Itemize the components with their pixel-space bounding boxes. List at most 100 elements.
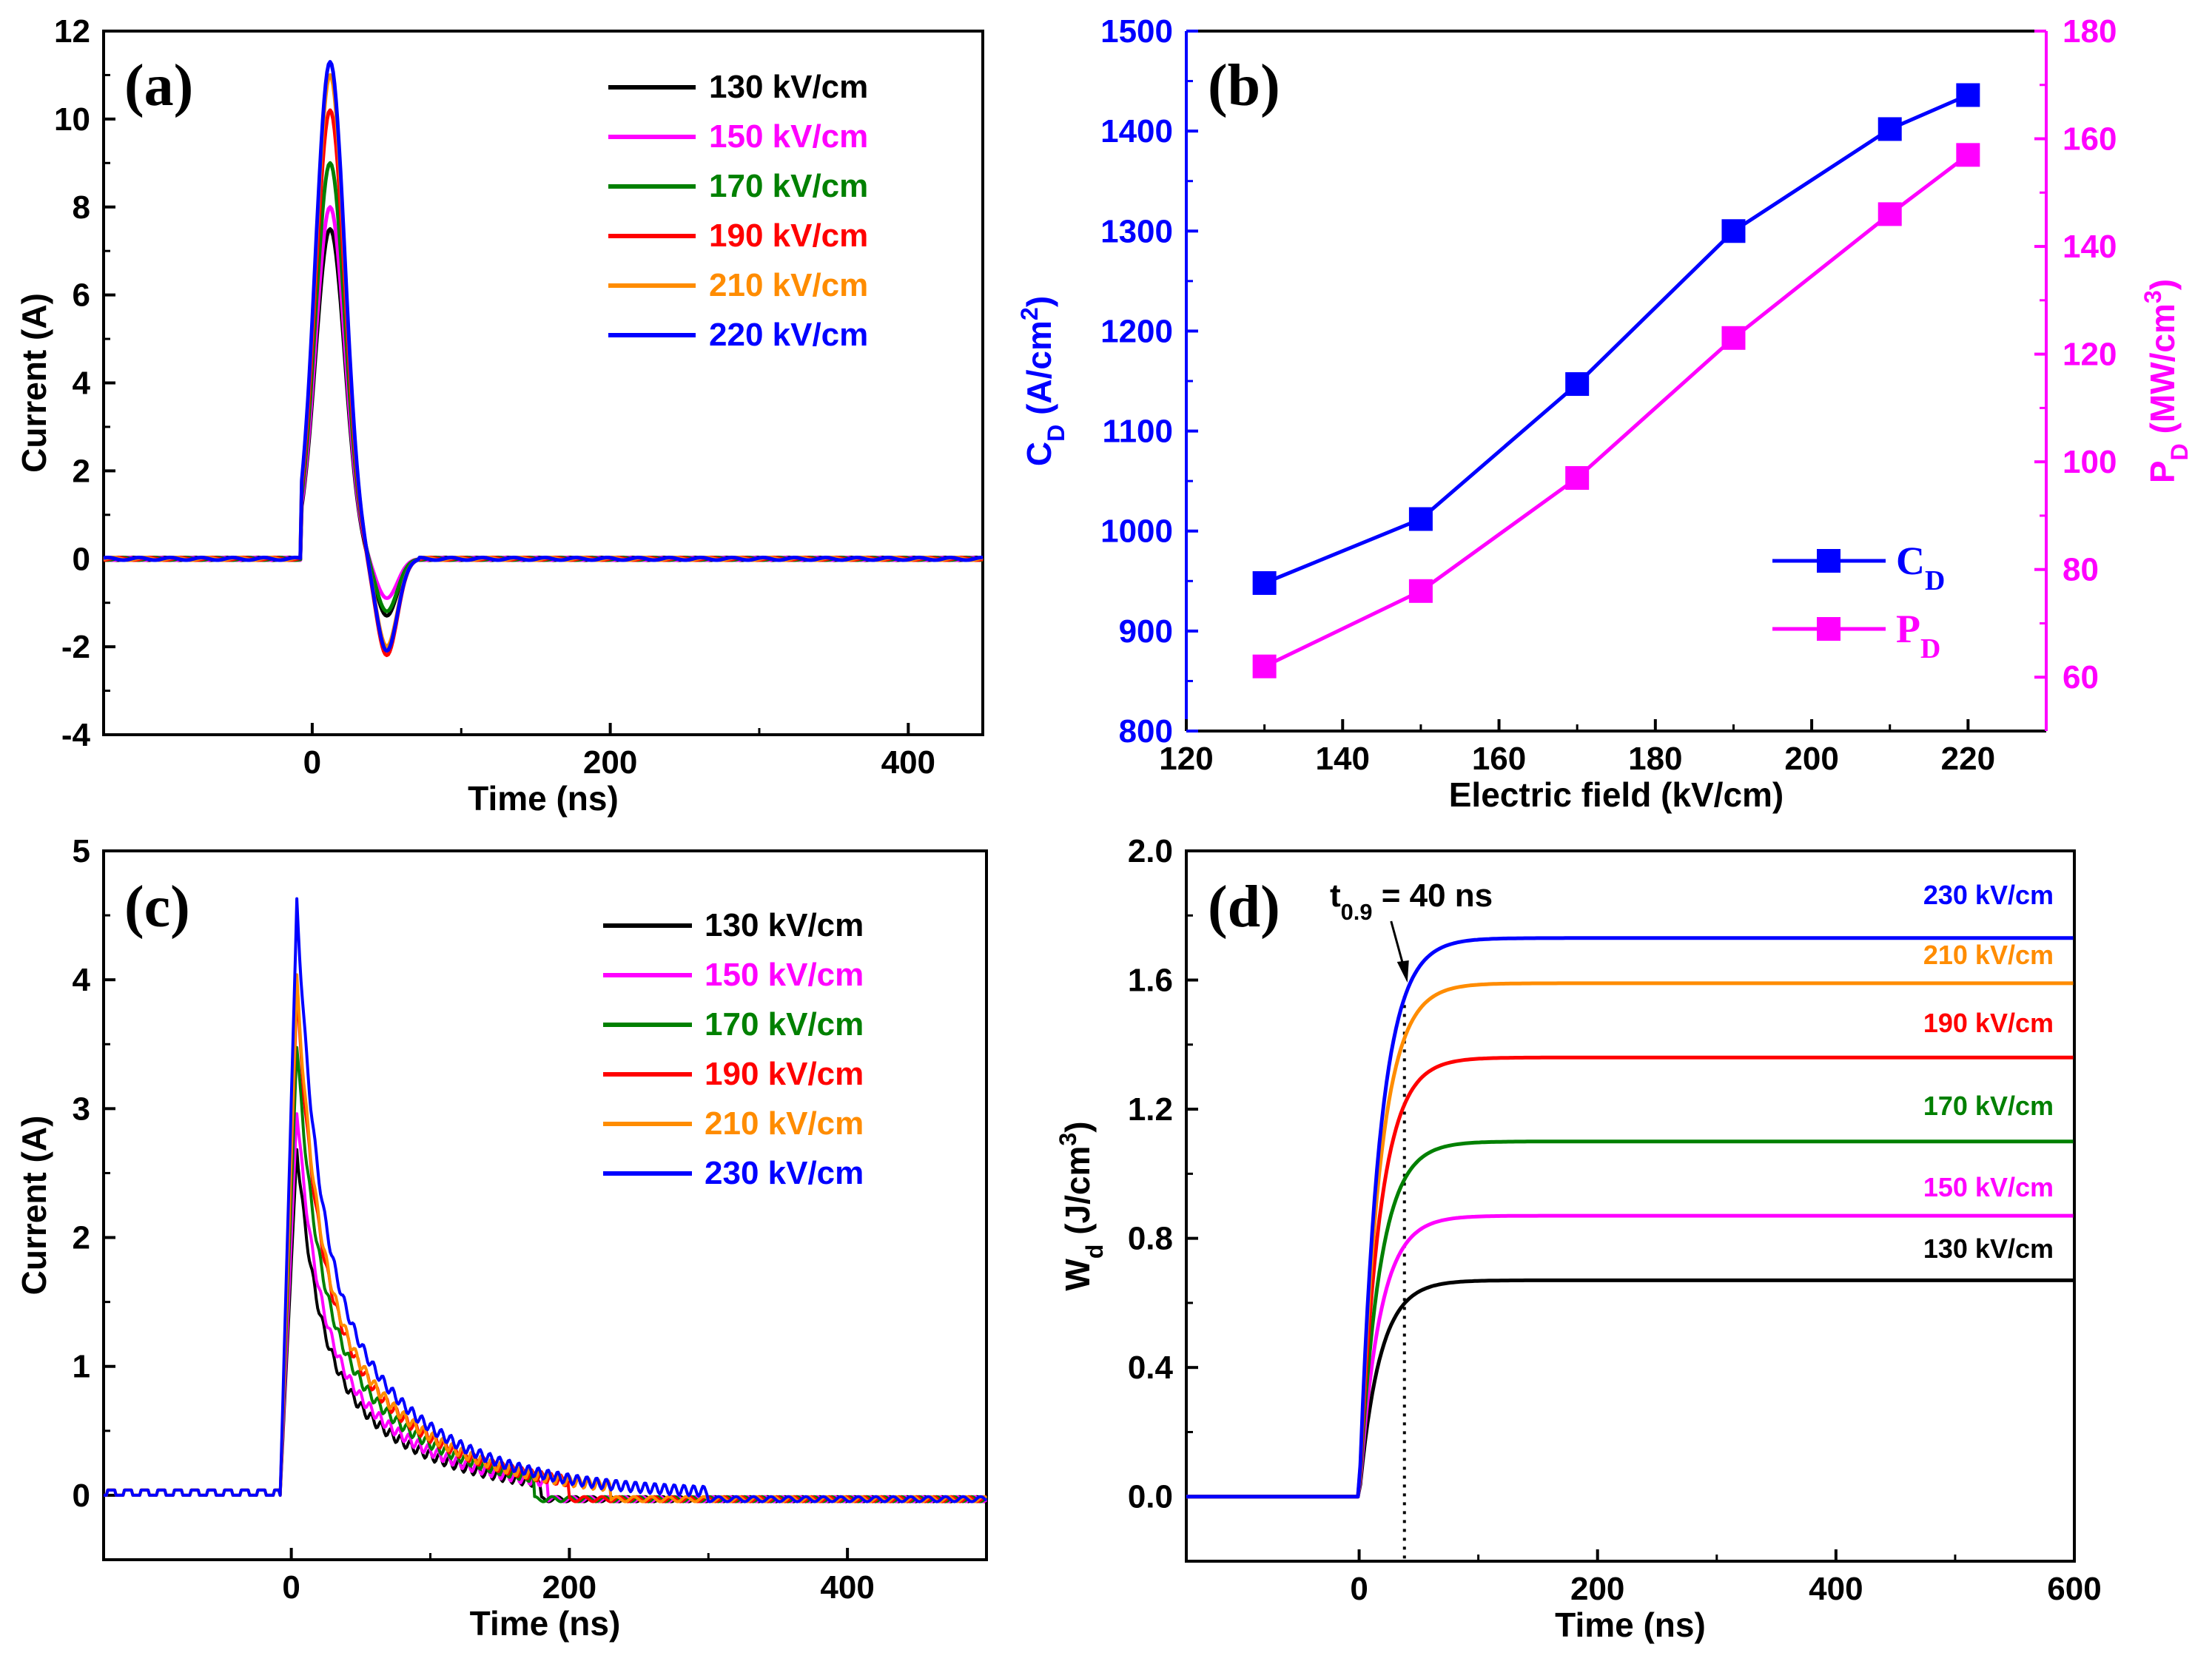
panel-b-left-ytick-label-1000: 1000 [1100, 513, 1173, 550]
panel-b-xtick-label-220: 220 [1941, 741, 1995, 777]
panel-b-xtick-label-160: 160 [1472, 741, 1526, 777]
panel-d-ytick-label-1.2: 1.2 [1128, 1091, 1173, 1128]
panel-b-left-ytick-label-1500: 1500 [1100, 13, 1173, 50]
panel-a-legend-label-170: 170 kV/cm [709, 168, 868, 204]
panel-b-left-ytick-label-1400: 1400 [1100, 113, 1173, 149]
panel-c-series-130 [103, 1148, 987, 1503]
panel-d-label-190: 190 kV/cm [1923, 1008, 2054, 1038]
panel-b-right-ytick-label-140: 140 [2063, 229, 2117, 265]
panel-d-t09-label: t0.9 = 40 ns [1330, 878, 1493, 925]
panel-d-ytick-label-1.6: 1.6 [1128, 963, 1173, 999]
panel-b-marker-P_D-150 [1408, 579, 1433, 603]
panel-c-ylabel: Current (A) [15, 1116, 53, 1296]
panel-d-label-210: 210 kV/cm [1923, 940, 2054, 970]
panel-d-xtick-label-600: 600 [2047, 1571, 2101, 1607]
panel-d-frame [1185, 849, 2076, 1563]
panel-b-xtick-label-140: 140 [1316, 741, 1370, 777]
panel-c-ytick-label-4: 4 [73, 962, 91, 998]
panel-c-ytick-label-0: 0 [73, 1478, 90, 1514]
panel-b-marker-P_D-210 [1877, 202, 1902, 226]
panel-d-ytick-label-0.0: 0.0 [1128, 1479, 1173, 1515]
panel-a-series-220 [103, 60, 984, 653]
panel-b-marker-C_D-210 [1877, 117, 1902, 141]
panel-b-legend-label-cd: CD [1896, 539, 1945, 596]
panel-a-ytick-label--4: -4 [61, 717, 91, 753]
panel-a-legend-label-220: 220 kV/cm [709, 317, 868, 353]
panel-b-left-ytick-label-800: 800 [1119, 713, 1173, 750]
panel-d-t09-arrowhead [1396, 960, 1409, 983]
panel-c-legend-label-130: 130 kV/cm [705, 907, 864, 943]
panel-c-ytick-label-2: 2 [73, 1220, 90, 1256]
panel-b-marker-P_D-190 [1721, 326, 1746, 350]
panel-a-legend-label-130: 130 kV/cm [709, 69, 868, 105]
panel-a-legend-label-190: 190 kV/cm [709, 218, 868, 254]
panel-a-tag: (a) [124, 53, 193, 118]
panel-d-xtick-label-200: 200 [1570, 1571, 1624, 1607]
panel-a-ytick-label-2: 2 [73, 453, 90, 489]
panel-c-ytick-label-3: 3 [73, 1091, 90, 1127]
panel-d-xtick-label-0: 0 [1350, 1571, 1368, 1607]
panel-c-ytick-label-1: 1 [73, 1349, 90, 1385]
panel-a-ytick-label--2: -2 [61, 629, 90, 665]
panel-a-xlabel: Time (ns) [468, 779, 619, 818]
panel-d-label-170: 170 kV/cm [1923, 1091, 2054, 1121]
panel-b-legend-marker-pd [1817, 617, 1840, 641]
panel-d-series-230 [1186, 936, 2074, 1499]
panel-b-xtick-label-180: 180 [1628, 741, 1682, 777]
panel-b-xtick-label-200: 200 [1784, 741, 1838, 777]
panel-b-xtick-label-120: 120 [1159, 741, 1213, 777]
panel-d-ytick-label-2.0: 2.0 [1128, 833, 1173, 869]
panel-b-ylabel-right: PD (MW/cm3) [2139, 279, 2193, 483]
panel-a-ytick-label-8: 8 [73, 189, 90, 226]
panel-b-marker-C_D-130 [1252, 570, 1277, 595]
panel-a-legend-label-210: 210 kV/cm [709, 267, 868, 303]
panel-d-label-150: 150 kV/cm [1923, 1172, 2054, 1202]
panel-a-ytick-label-12: 12 [54, 13, 90, 50]
panel-b-tag: (b) [1208, 53, 1280, 118]
panel-d-ylabel: Wd (J/cm3) [1055, 1121, 1108, 1290]
panel-b-right-ytick-label-180: 180 [2063, 13, 2117, 50]
panel-c-xtick-label-200: 200 [542, 1569, 596, 1606]
panel-b-right-ytick-label-120: 120 [2063, 337, 2117, 373]
panel-c-legend-label-150: 150 kV/cm [705, 957, 864, 993]
panel-d-ytick-label-0.4: 0.4 [1128, 1350, 1174, 1386]
panel-b-marker-P_D-220 [1956, 143, 1980, 167]
panel-b-marker-C_D-220 [1956, 83, 1980, 107]
panel-b-right-ytick-label-80: 80 [2063, 552, 2099, 588]
panel-b-xlabel: Electric field (kV/cm) [1449, 775, 1784, 814]
panel-d-xlabel: Time (ns) [1555, 1606, 1706, 1644]
panel-d-ytick-label-0.8: 0.8 [1128, 1221, 1173, 1257]
panel-d-xtick-label-400: 400 [1809, 1571, 1863, 1607]
panel-b-legend-label-pd: PD [1896, 607, 1940, 664]
panel-b-marker-P_D-170 [1565, 465, 1590, 490]
panel-a-xtick-label-0: 0 [303, 744, 321, 781]
panel-c-ytick-label-5: 5 [73, 833, 90, 869]
panel-d-series-190 [1186, 1055, 2074, 1499]
panel-a-ytick-label-6: 6 [73, 277, 90, 314]
panel-b-line-C_D [1263, 93, 1969, 585]
panel-a-ytick-label-0: 0 [73, 541, 90, 577]
panel-c-xlabel: Time (ns) [470, 1604, 621, 1643]
panel-b-left-ytick-label-1200: 1200 [1100, 313, 1173, 349]
panel-a-ylabel: Current (A) [15, 293, 53, 473]
panel-a-xtick-label-400: 400 [881, 744, 935, 781]
panel-c-xtick-label-0: 0 [282, 1569, 300, 1606]
panel-b-left-ytick-label-1100: 1100 [1103, 414, 1173, 450]
panel-c-legend-label-170: 170 kV/cm [705, 1006, 864, 1043]
panel-b-left-ytick-label-900: 900 [1119, 613, 1173, 650]
panel-a-xtick-label-200: 200 [583, 744, 637, 781]
panel-b-right-ytick-label-100: 100 [2063, 444, 2117, 480]
panel-b-line-P_D [1263, 153, 1969, 668]
panel-c-legend-label-190: 190 kV/cm [705, 1056, 864, 1092]
panel-c-series-210 [103, 973, 988, 1503]
panel-b-marker-P_D-130 [1252, 654, 1277, 678]
panel-d-tag: (d) [1208, 875, 1280, 940]
panel-c-xtick-label-400: 400 [820, 1569, 874, 1606]
panel-c-frame [102, 849, 988, 1561]
panel-b-marker-C_D-190 [1721, 219, 1746, 243]
panel-a-ytick-label-10: 10 [54, 101, 90, 138]
panel-b-marker-C_D-170 [1565, 372, 1590, 397]
panel-c-tag: (c) [124, 875, 190, 940]
panel-d-label-230: 230 kV/cm [1923, 880, 2054, 910]
